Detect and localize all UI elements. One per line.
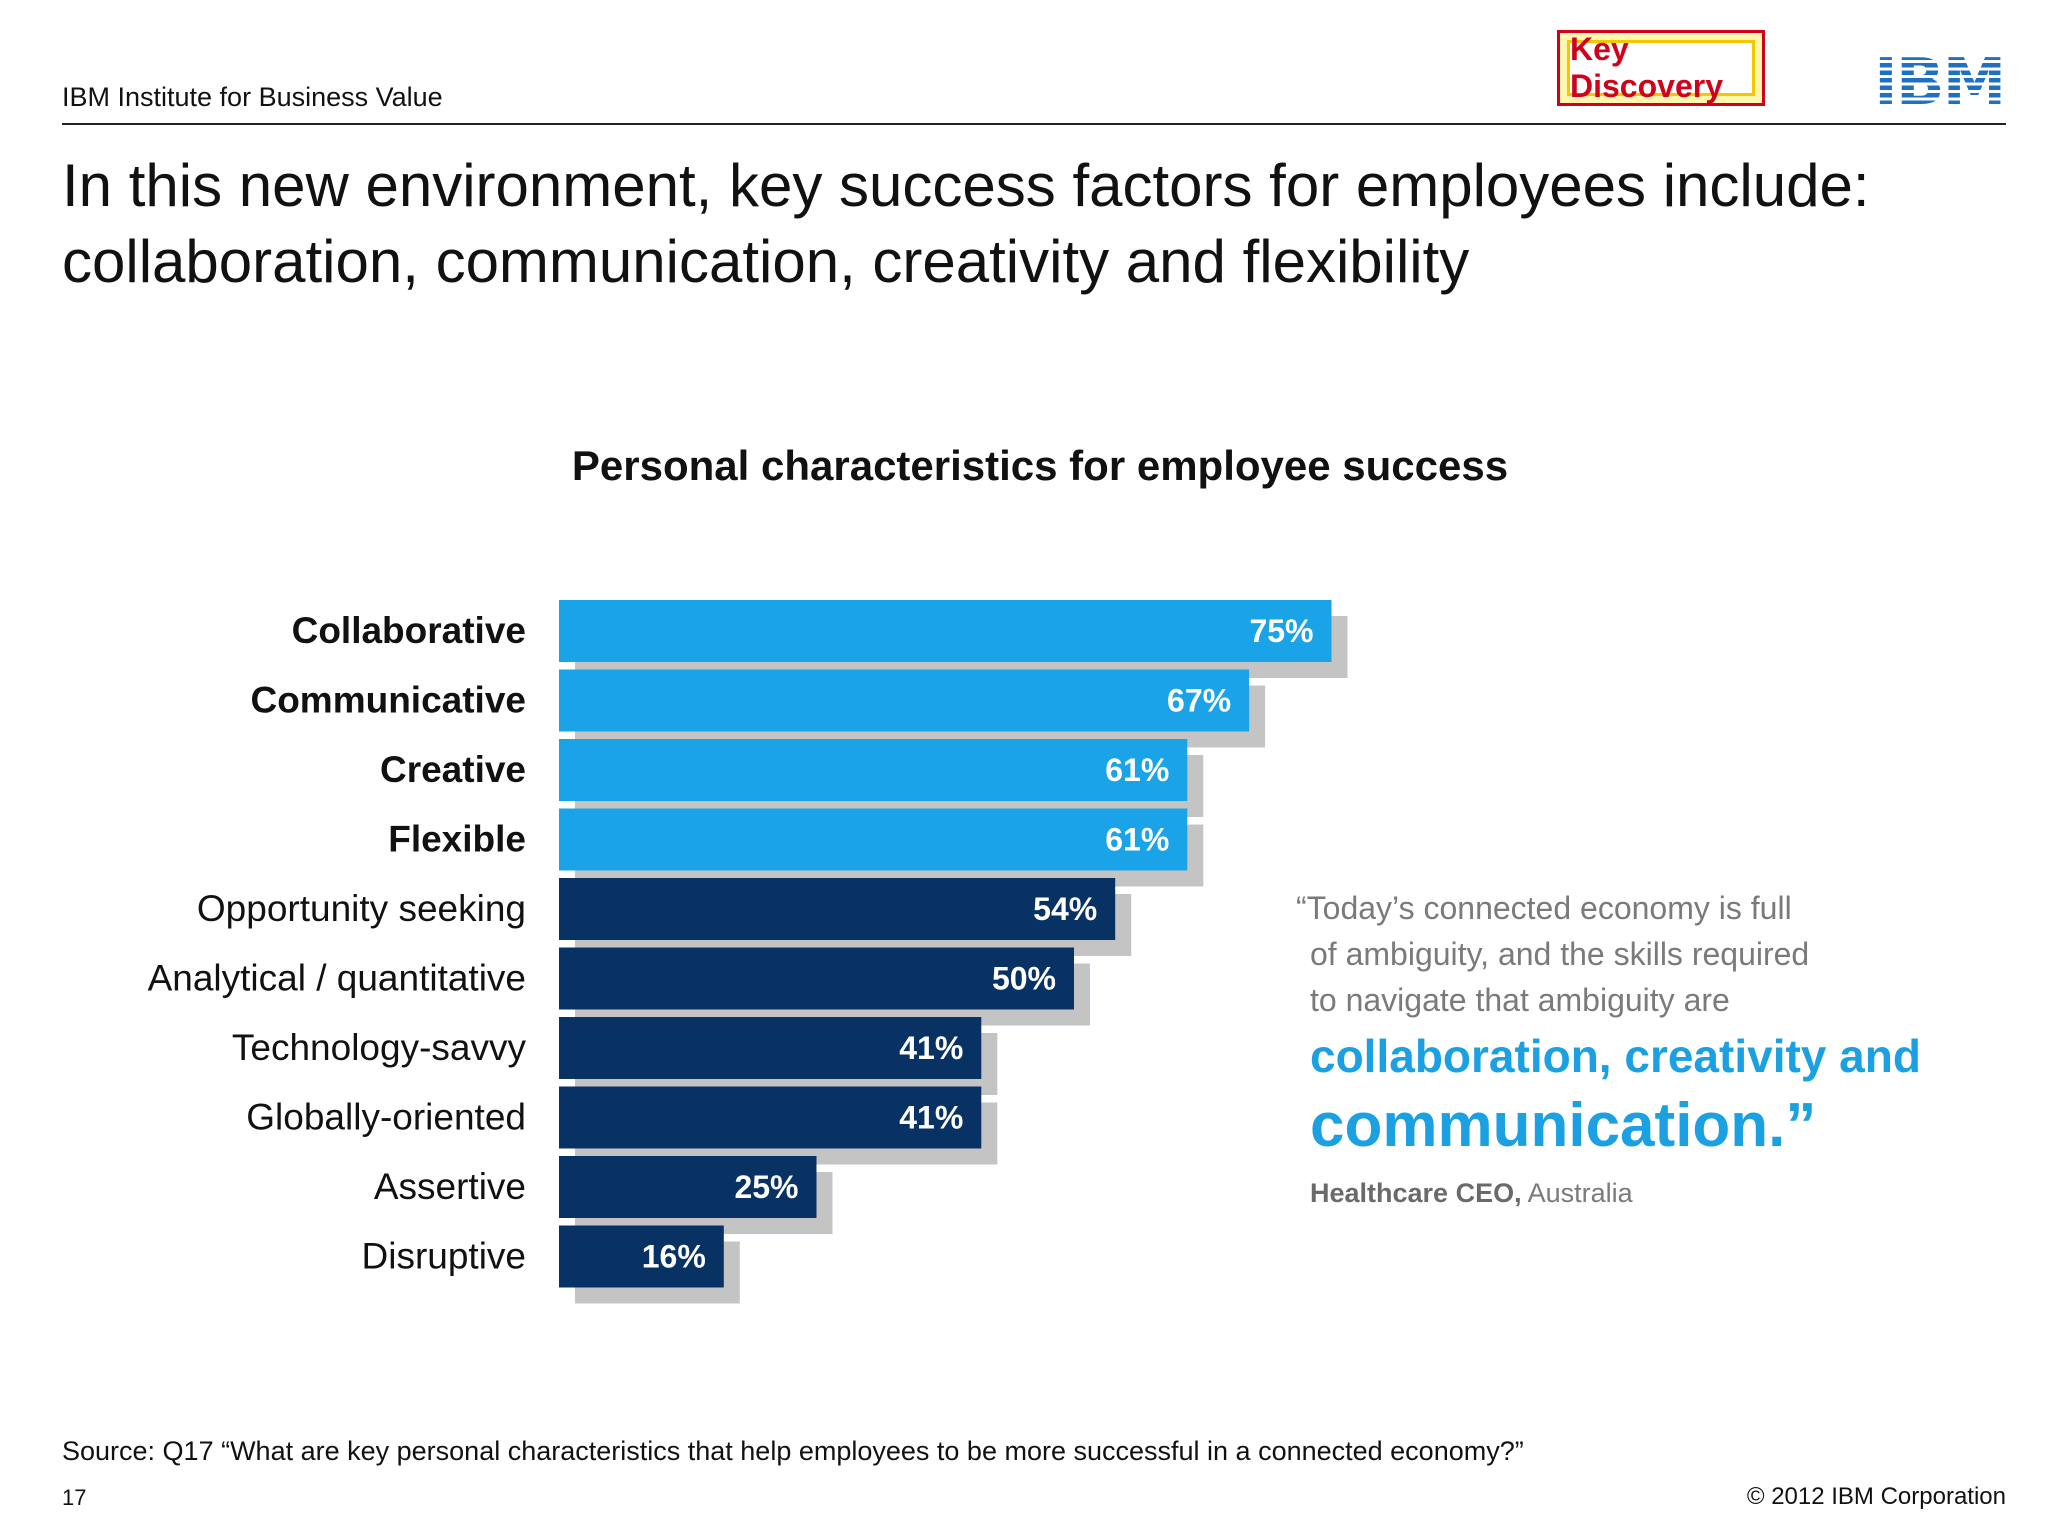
category-label: Assertive bbox=[374, 1166, 526, 1207]
category-label: Analytical / quantitative bbox=[148, 958, 526, 999]
page-number: 17 bbox=[62, 1485, 87, 1510]
quote-line-3: to navigate that ambiguity are bbox=[1310, 982, 1730, 1018]
category-label: Opportunity seeking bbox=[197, 888, 526, 929]
bar bbox=[559, 669, 1250, 732]
bar-value-label: 67% bbox=[1167, 683, 1231, 719]
source-note: Source: Q17 “What are key personal chara… bbox=[62, 1436, 1524, 1466]
bar-chart: 75% Collaborative 67% Communicative 61% Creat… bbox=[148, 600, 1348, 1304]
copyright: © 2012 IBM Corporation bbox=[1746, 1483, 2006, 1510]
bar-value-label: 75% bbox=[1249, 613, 1313, 649]
category-label: Disruptive bbox=[362, 1236, 527, 1277]
org-name: IBM Institute for Business Value bbox=[62, 82, 443, 112]
quote-line-2: of ambiguity, and the skills required bbox=[1310, 936, 1810, 972]
quote-emphasis-2: communication.” bbox=[1310, 1091, 1817, 1160]
bar-value-label: 41% bbox=[899, 1030, 963, 1066]
bar-value-label: 16% bbox=[642, 1239, 706, 1275]
quote-line-1: “Today’s connected economy is full bbox=[1296, 890, 1792, 926]
bar bbox=[559, 878, 1116, 940]
ceo-quote: “Today’s connected economy is full of am… bbox=[1296, 885, 2036, 1215]
page-title: In this new environment, key success fac… bbox=[62, 148, 2012, 300]
quote-attribution-role: Healthcare CEO, bbox=[1310, 1178, 1522, 1208]
bar-value-label: 25% bbox=[734, 1169, 798, 1205]
ibm-logo-text: IBM bbox=[1874, 48, 2004, 108]
bar bbox=[559, 947, 1074, 1010]
quote-emphasis-1: collaboration, creativity and bbox=[1310, 1030, 1921, 1082]
bar bbox=[559, 1225, 724, 1288]
bar-value-label: 50% bbox=[992, 961, 1056, 997]
category-label: Creative bbox=[380, 749, 526, 790]
bar-value-label: 61% bbox=[1105, 752, 1169, 788]
ibm-logo: IBM bbox=[1874, 48, 2006, 108]
page-title-line-1: In this new environment, key success fac… bbox=[62, 152, 1870, 219]
category-label: Communicative bbox=[250, 680, 526, 721]
bar bbox=[559, 739, 1188, 801]
category-label: Flexible bbox=[388, 819, 526, 860]
bar-value-label: 41% bbox=[899, 1100, 963, 1136]
quote-attribution: Healthcare CEO, Australia bbox=[1296, 1171, 2036, 1215]
category-label: Globally-oriented bbox=[246, 1097, 526, 1138]
quote-attribution-place: Australia bbox=[1527, 1178, 1633, 1208]
bar-value-label: 61% bbox=[1105, 822, 1169, 858]
key-discovery-badge: Key Discovery bbox=[1557, 30, 1765, 106]
bar bbox=[559, 808, 1188, 871]
key-discovery-label: Key Discovery bbox=[1567, 31, 1755, 104]
page-title-line-2: collaboration, communication, creativity… bbox=[62, 228, 1470, 295]
category-label: Technology-savvy bbox=[232, 1027, 527, 1068]
bar bbox=[559, 600, 1332, 662]
bar bbox=[559, 1086, 982, 1149]
chart-title: Personal characteristics for employee su… bbox=[571, 442, 1509, 489]
bar bbox=[559, 1017, 982, 1079]
category-label: Collaborative bbox=[292, 610, 526, 651]
bar-value-label: 54% bbox=[1033, 891, 1097, 927]
header-divider bbox=[62, 123, 2006, 125]
bar bbox=[559, 1156, 817, 1218]
